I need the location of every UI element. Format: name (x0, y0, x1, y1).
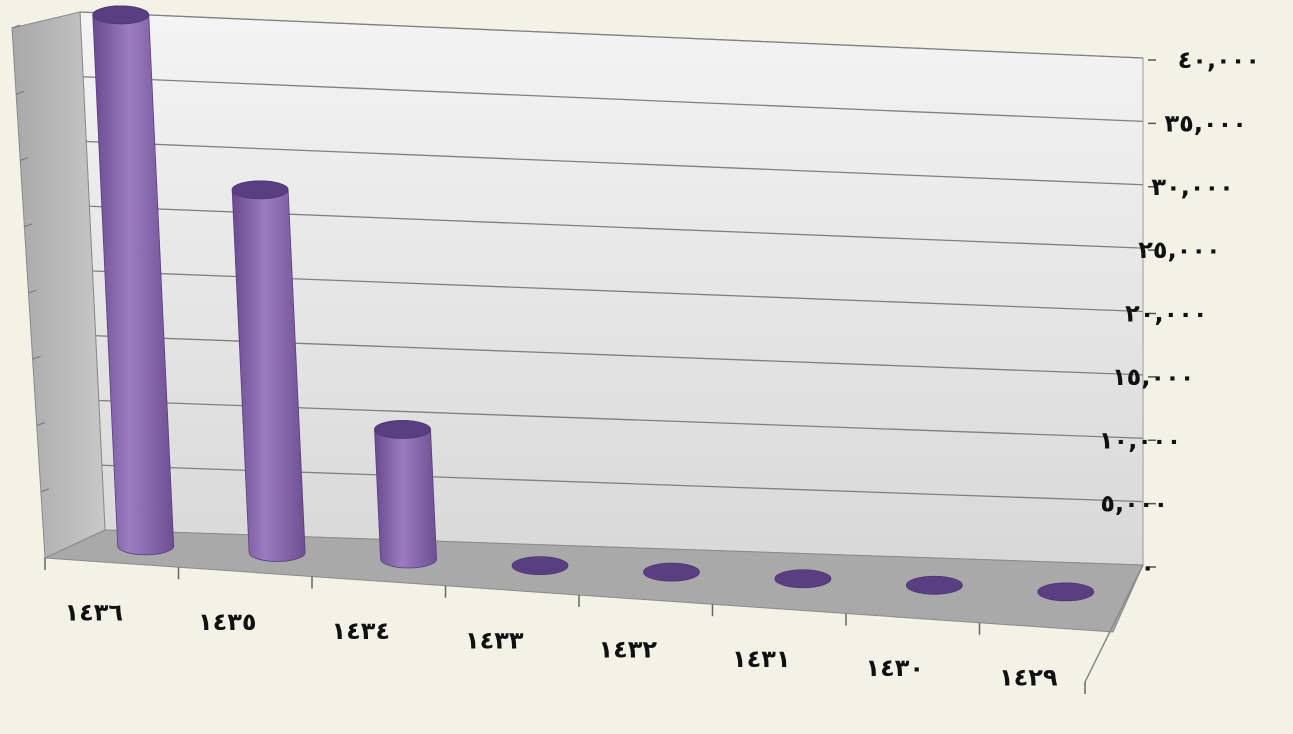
y-tick-label: ٢٠,٠٠٠ (1125, 300, 1207, 328)
x-tick-label: ١٤٣٢ (598, 636, 657, 664)
side-tick (24, 223, 33, 228)
side-tick (20, 157, 29, 161)
bar-series (92, 5, 1095, 602)
y-tick-label: ٠ (1140, 553, 1155, 581)
gridline (79, 11, 1144, 59)
x-axis-labels: ١٤٣٦ ١٤٣٥ ١٤٣٤ ١٤٣٣ ١٤٣٢ ١٤٣١ ١٤٣٠ ١٤٢٩ (44, 558, 1086, 694)
floor-edge (1084, 564, 1144, 683)
gridline (83, 76, 1144, 123)
y-axis-labels: ٠ ٥,٠٠٠ ١٠,٠٠٠ ١٥,٠٠٠ ٢٠,٠٠٠ ٢٥,٠٠٠ ٣٠,٠٠٠ ٣٥,٠… (1099, 46, 1260, 581)
y-tick-label: ٢٥,٠٠٠ (1138, 236, 1220, 264)
bar (374, 420, 437, 569)
side-tick (28, 289, 37, 294)
bar-top (92, 5, 150, 25)
y-tick-label: ٣٥,٠٠٠ (1165, 109, 1247, 137)
side-tick (15, 90, 25, 95)
bar-top (1037, 582, 1095, 602)
x-tick-label: ١٤٣٦ (64, 599, 123, 627)
bar-top (374, 420, 431, 439)
x-tick-label: ١٤٣٥ (198, 608, 257, 636)
plot-area (11, 11, 1144, 683)
x-tick-label: ١٤٣١ (732, 645, 791, 673)
x-tick-label: ١٤٣٣ (465, 626, 524, 654)
side-tick (36, 422, 45, 426)
side-tick (11, 24, 21, 29)
y-tick-label: ٤٠,٠٠٠ (1178, 46, 1260, 74)
y-tick-label: ٥,٠٠٠ (1100, 490, 1168, 518)
bar-body (374, 420, 437, 569)
bar (231, 180, 306, 562)
bar (643, 562, 700, 582)
bar (774, 569, 832, 589)
bar-top (905, 575, 963, 595)
bar-top (511, 556, 569, 575)
y-tick-label: ١٠,٠٠٠ (1099, 426, 1181, 454)
bar (511, 556, 569, 575)
bar (905, 575, 963, 595)
bar (92, 5, 175, 556)
gridline (86, 140, 1144, 186)
x-tick-label: ١٤٢٩ (999, 663, 1058, 691)
side-tick (40, 488, 50, 493)
bar-top (774, 569, 832, 589)
y-tick-label: ٣٠,٠٠٠ (1151, 173, 1233, 201)
bar-top (643, 562, 700, 582)
x-tick-label: ١٤٣٠ (865, 654, 924, 682)
y-tick-label: ١٥,٠٠٠ (1112, 363, 1194, 391)
bar-top (231, 180, 289, 200)
bar (1037, 582, 1095, 602)
x-tick-label: ١٤٣٤ (331, 617, 390, 645)
side-tick (32, 355, 41, 360)
